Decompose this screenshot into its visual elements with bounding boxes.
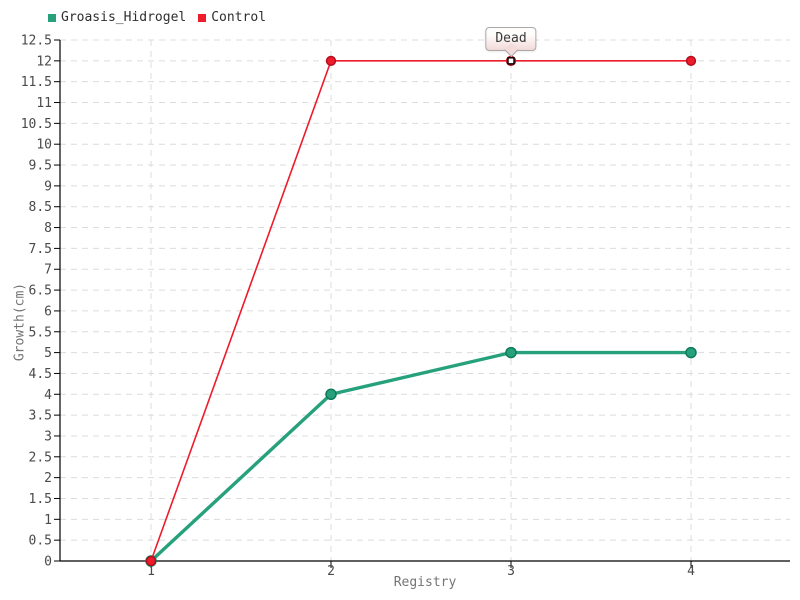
y-tick-label: 7.5 <box>29 242 52 257</box>
y-tick-label: 3 <box>44 429 52 444</box>
x-tick-label: 2 <box>327 564 335 579</box>
y-tick-label: 5 <box>44 346 52 361</box>
highlighted-point-marker[interactable] <box>507 57 515 65</box>
dead-tooltip: Dead <box>485 26 537 58</box>
data-point-marker-groasis_hidrogel[interactable] <box>325 388 337 401</box>
y-tick-label: 0.5 <box>29 534 52 549</box>
y-tick-label: 6 <box>44 304 52 319</box>
data-point-marker-control[interactable] <box>685 55 697 66</box>
y-tick-label: 9.5 <box>29 159 52 174</box>
y-tick-label: 12 <box>36 54 52 69</box>
y-tick-label: 8.5 <box>29 200 52 215</box>
y-tick-label: 0 <box>44 555 52 570</box>
y-tick-label: 10.5 <box>21 117 52 132</box>
y-tick-label: 11 <box>36 96 52 111</box>
data-point-marker-control[interactable] <box>325 55 337 66</box>
data-point-marker-groasis_hidrogel[interactable] <box>685 346 697 359</box>
legend-item-control: Control <box>198 10 266 25</box>
x-axis-title: Registry <box>393 575 457 590</box>
series-line-control <box>150 60 691 562</box>
y-tick-label: 7 <box>44 263 52 278</box>
x-tick-label: 1 <box>147 564 155 579</box>
y-tick-label: 2 <box>44 471 52 486</box>
y-tick-label: 6.5 <box>29 284 52 299</box>
tooltip-text: Dead <box>495 30 527 46</box>
y-tick-label: 8 <box>44 221 52 236</box>
y-tick-label: 4 <box>44 388 52 403</box>
y-tick-label: 10 <box>36 138 52 153</box>
x-tick-label: 3 <box>507 564 515 579</box>
legend-item-groasis-hidrogel: Groasis_Hidrogel <box>48 10 186 25</box>
y-tick-label: 12.5 <box>21 34 52 49</box>
y-tick-label: 9 <box>44 179 52 194</box>
series-line-groasis_hidrogel <box>149 350 691 563</box>
data-point-marker-control[interactable] <box>145 555 157 567</box>
y-tick-label: 3.5 <box>29 409 52 424</box>
y-axis-title: Growth(cm) <box>12 282 28 362</box>
legend-label-control: Control <box>211 10 267 25</box>
x-tick-label: 4 <box>687 564 695 579</box>
legend-swatch-groasis-icon <box>48 13 56 22</box>
y-tick-label: 4.5 <box>29 367 52 382</box>
legend: Groasis_Hidrogel Control <box>48 10 266 25</box>
data-point-marker-groasis_hidrogel[interactable] <box>505 346 517 359</box>
y-tick-label: 11.5 <box>21 75 52 90</box>
y-tick-label: 5.5 <box>29 325 52 340</box>
y-tick-label: 1.5 <box>29 492 52 507</box>
legend-label-groasis: Groasis_Hidrogel <box>61 10 187 25</box>
y-tick-label: 2.5 <box>29 450 52 465</box>
legend-swatch-control-icon <box>198 13 207 22</box>
y-tick-label: 1 <box>44 513 52 528</box>
